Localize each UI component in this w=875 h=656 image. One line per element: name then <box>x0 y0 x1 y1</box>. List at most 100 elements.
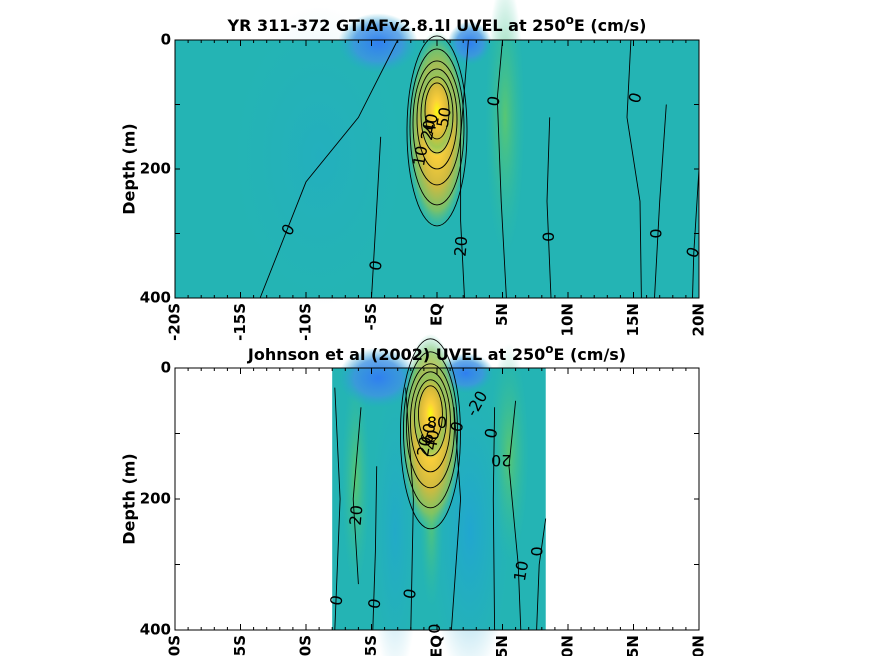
contour-line <box>492 407 496 631</box>
negative-patch <box>447 21 492 66</box>
x-tick-label: 20N <box>690 635 708 656</box>
ticks <box>174 39 700 299</box>
y-axis-label: Depth (m) <box>120 123 139 215</box>
chart-title-unit: E (cm/s) <box>553 345 626 364</box>
x-tick-label: -15S <box>231 303 249 341</box>
x-tick-label: -5S <box>362 635 380 656</box>
x-tick-label: 15N <box>624 635 642 656</box>
x-tick-label: -10S <box>297 303 315 341</box>
contour-label: 0 <box>364 597 384 610</box>
x-tick-label: 10N <box>559 303 577 336</box>
contour-label: 20 <box>413 435 435 458</box>
contour-label: 20 <box>451 235 472 257</box>
contour-line <box>420 76 454 154</box>
contour-line <box>406 363 455 489</box>
contour-line <box>450 407 462 631</box>
ticks <box>174 367 700 631</box>
chart-title-main: YR 311-372 GTIAFv2.8.1l UVEL at 250 <box>227 16 566 35</box>
x-tick-label: EQ <box>428 635 446 656</box>
chart-title: Johnson et al (2002) UVEL at 250oE (cm/s… <box>247 342 626 364</box>
chart-title: YR 311-372 GTIAFv2.8.1l UVEL at 250oE (c… <box>227 13 647 35</box>
contour-label: 0 <box>366 259 386 272</box>
contour-label: 0 <box>625 90 646 105</box>
contour-label: 80 <box>427 413 447 432</box>
contour-line <box>496 39 507 299</box>
x-tick-label: 5N <box>493 303 511 326</box>
heatmap-field <box>332 333 546 656</box>
contour-label: 10 <box>510 559 532 582</box>
negative-patch <box>229 6 410 307</box>
contour-label: 0 <box>425 624 444 634</box>
jet-core-peak <box>419 65 455 156</box>
contour-line <box>416 68 458 170</box>
contour-label: 0 <box>481 427 501 440</box>
x-tick-label: 20N <box>690 303 708 336</box>
contour-label: 0 <box>400 587 420 600</box>
y-tick-label: 0 <box>161 31 171 49</box>
contour-label: 0 <box>326 594 346 607</box>
x-tick-label: 5N <box>493 635 511 656</box>
contour-line <box>259 39 399 299</box>
contour-label: 40 <box>421 428 443 451</box>
contour-label: 20 <box>417 118 439 141</box>
contour-line <box>626 39 642 299</box>
contour-line <box>418 385 443 443</box>
contour-line <box>334 387 341 631</box>
contour-label: 0 <box>446 419 467 434</box>
positive-band <box>341 369 370 590</box>
chart-title-degree: o <box>566 13 574 27</box>
contour-line <box>372 466 378 631</box>
x-tick-label: 15N <box>624 303 642 336</box>
chart-title-main: Johnson et al (2002) UVEL at 250 <box>247 345 545 364</box>
contour-line <box>405 387 414 631</box>
contour-line <box>400 338 461 530</box>
x-tick-label: -10S <box>297 635 315 656</box>
x-tick-label: EQ <box>428 303 446 326</box>
contour-label: 20 <box>346 504 367 526</box>
x-tick-label: -15S <box>231 635 249 656</box>
y-axis-label: Depth (m) <box>120 453 139 545</box>
chart-title-degree: o <box>545 342 553 356</box>
contour-label: 50 <box>433 106 455 129</box>
contour-label: 40 <box>420 112 442 135</box>
contour-label: 0 <box>483 94 503 107</box>
x-tick-label: -5S <box>362 303 380 330</box>
contour-lines <box>334 338 547 631</box>
x-tick-label: -20S <box>166 303 184 341</box>
contour-lines <box>259 35 700 299</box>
y-tick-label: 400 <box>140 621 171 639</box>
contour-line <box>406 35 468 227</box>
contour-label: 0 <box>647 228 666 238</box>
contour-line <box>546 117 552 299</box>
y-tick-label: 400 <box>140 289 171 307</box>
contour-label: 0 <box>527 546 546 556</box>
contour-label: 10 <box>409 144 431 167</box>
positive-band <box>485 0 526 258</box>
contour-line <box>424 82 450 140</box>
contour-line <box>409 48 465 206</box>
contour-label: 0 <box>539 232 558 242</box>
contour-line <box>371 136 382 299</box>
chart-title-unit: E (cm/s) <box>574 16 647 35</box>
contour-line <box>414 379 447 457</box>
y-tick-label: 200 <box>140 160 171 178</box>
x-tick-label: 10N <box>559 635 577 656</box>
contour-line <box>412 60 462 186</box>
jet-core-peak <box>412 368 449 459</box>
contour-line <box>692 168 700 299</box>
y-tick-label: 0 <box>161 359 171 377</box>
contour-line <box>460 39 469 299</box>
contour-line <box>352 407 362 585</box>
contour-line <box>410 371 451 473</box>
contour-line <box>654 104 667 299</box>
contour-line <box>403 351 458 509</box>
contour-line <box>536 518 547 631</box>
x-tick-label: -20S <box>166 635 184 656</box>
contour-line <box>508 400 522 631</box>
y-tick-label: 200 <box>140 490 171 508</box>
contour-label: 20 <box>491 451 511 470</box>
contour-label: 60 <box>417 422 439 445</box>
